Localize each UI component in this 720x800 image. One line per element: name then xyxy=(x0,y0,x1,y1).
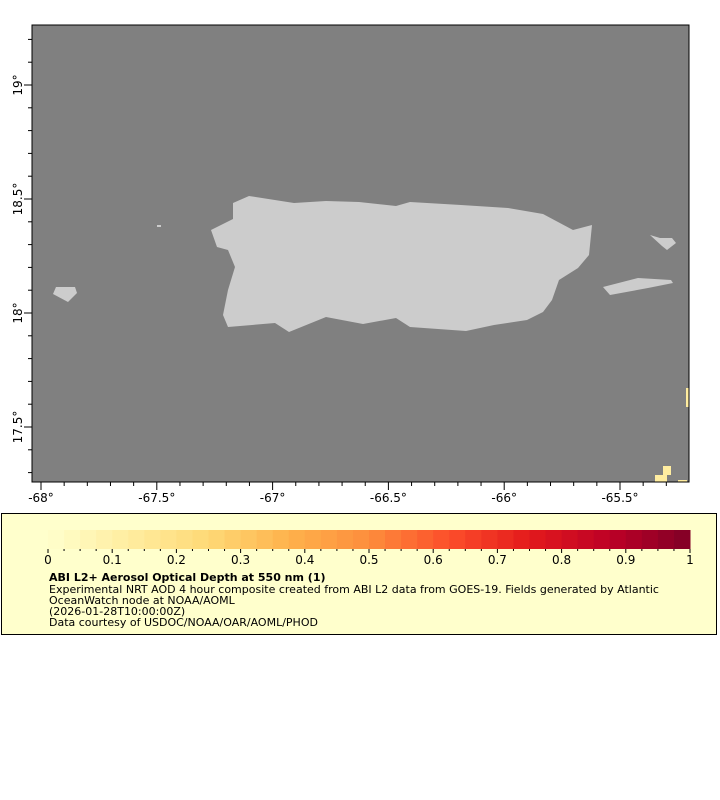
colorbar-swatch xyxy=(577,530,595,549)
colorbar-tick-label: 0.3 xyxy=(231,553,250,567)
lon-tick-label: -67.5° xyxy=(138,491,175,505)
colorbar-swatch xyxy=(256,530,274,549)
colorbar-swatch xyxy=(240,530,258,549)
colorbar-swatch xyxy=(481,530,498,549)
puerto-rico-land xyxy=(211,196,592,332)
colorbar-tick-label: 0.2 xyxy=(167,553,186,567)
culebra-land xyxy=(650,235,676,250)
colorbar-swatch xyxy=(529,530,547,549)
colorbar-swatch xyxy=(513,530,530,549)
aod-pixels xyxy=(655,388,689,482)
desecheo-land xyxy=(157,225,161,227)
vieques-land xyxy=(603,278,673,295)
colorbar: 0 0.1 0.2 0.3 0.4 0.5 0.6 0.7 0.8 0.9 1 xyxy=(44,530,694,567)
colorbar-swatch xyxy=(112,530,129,549)
colorbar-swatch xyxy=(657,530,675,549)
colorbar-swatch xyxy=(593,530,611,549)
colorbar-swatch xyxy=(336,530,354,549)
colorbar-swatch xyxy=(385,530,402,549)
colorbar-swatch xyxy=(144,530,161,549)
colorbar-tick-label: 0.1 xyxy=(103,553,122,567)
mona-land xyxy=(53,287,77,302)
colorbar-swatch xyxy=(609,530,627,549)
lat-tick-label: 17.5° xyxy=(11,411,25,444)
colorbar-swatch xyxy=(160,530,177,549)
lon-tick-label: -65.5° xyxy=(601,491,638,505)
legend-panel: 0 0.1 0.2 0.3 0.4 0.5 0.6 0.7 0.8 0.9 1 ABI L2+ Ae… xyxy=(1,513,717,635)
latitude-axis: 19° 18.5° 18° 17.5° xyxy=(11,38,32,474)
colorbar-swatch xyxy=(80,530,97,549)
colorbar-swatch xyxy=(625,530,643,549)
colorbar-tick-label: 0 xyxy=(44,553,52,567)
lat-tick-label: 18.5° xyxy=(11,183,25,216)
colorbar-swatch xyxy=(545,530,563,549)
colorbar-swatch xyxy=(304,530,322,549)
colorbar-tick-label: 0.8 xyxy=(552,553,571,567)
colorbar-swatch xyxy=(673,530,691,549)
colorbar-swatch xyxy=(48,530,65,549)
colorbar-swatch xyxy=(96,530,113,549)
legend-line-1: Experimental NRT AOD 4 hour composite cr… xyxy=(49,583,659,596)
legend-time: (2026-01-28T10:00:00Z) xyxy=(49,605,186,618)
colorbar-swatch xyxy=(352,530,370,549)
colorbar-tick-label: 0.6 xyxy=(424,553,443,567)
colorbar-swatch xyxy=(208,530,226,549)
colorbar-swatch xyxy=(369,530,386,549)
lat-tick-label: 19° xyxy=(11,74,25,95)
lon-tick-label: -66° xyxy=(491,491,517,505)
colorbar-swatch xyxy=(497,530,514,549)
colorbar-tick-label: 0.5 xyxy=(359,553,378,567)
colorbar-swatch xyxy=(417,530,434,549)
colorbar-tick-label: 0.4 xyxy=(295,553,314,567)
map-frame xyxy=(31,24,690,483)
colorbar-swatch xyxy=(64,530,81,549)
colorbar-swatch xyxy=(433,530,450,549)
colorbar-swatch xyxy=(288,530,306,549)
lat-tick-label: 18° xyxy=(11,302,25,323)
legend-title: ABI L2+ Aerosol Optical Depth at 550 nm … xyxy=(49,571,326,584)
colorbar-swatch xyxy=(320,530,338,549)
colorbar-swatch xyxy=(641,530,659,549)
colorbar-swatch xyxy=(401,530,418,549)
colorbar-swatch xyxy=(176,530,193,549)
colorbar-swatch xyxy=(465,530,482,549)
colorbar-swatch xyxy=(128,530,145,549)
colorbar-swatch xyxy=(561,530,579,549)
map-plot: -68° -67.5° -67° -66.5° -66° -65.5° 19°18.5°1… xyxy=(11,24,690,505)
colorbar-swatch xyxy=(224,530,242,549)
longitude-axis: -68° -67.5° -67° -66.5° -66° -65.5° xyxy=(28,482,667,505)
legend-credit: Data courtesy of USDOC/NOAA/OAR/AOML/PHO… xyxy=(49,616,318,629)
lon-tick-label: -67° xyxy=(260,491,286,505)
colorbar-tick-label: 0.7 xyxy=(488,553,507,567)
legend-line-2: OceanWatch node at NOAA/AOML xyxy=(49,594,235,607)
colorbar-swatch xyxy=(272,530,290,549)
lon-tick-label: -68° xyxy=(28,491,54,505)
lon-tick-label: -66.5° xyxy=(370,491,407,505)
colorbar-swatch xyxy=(192,530,209,549)
colorbar-tick-label: 0.9 xyxy=(616,553,635,567)
colorbar-tick-label: 1 xyxy=(686,553,694,567)
colorbar-swatch xyxy=(449,530,466,549)
